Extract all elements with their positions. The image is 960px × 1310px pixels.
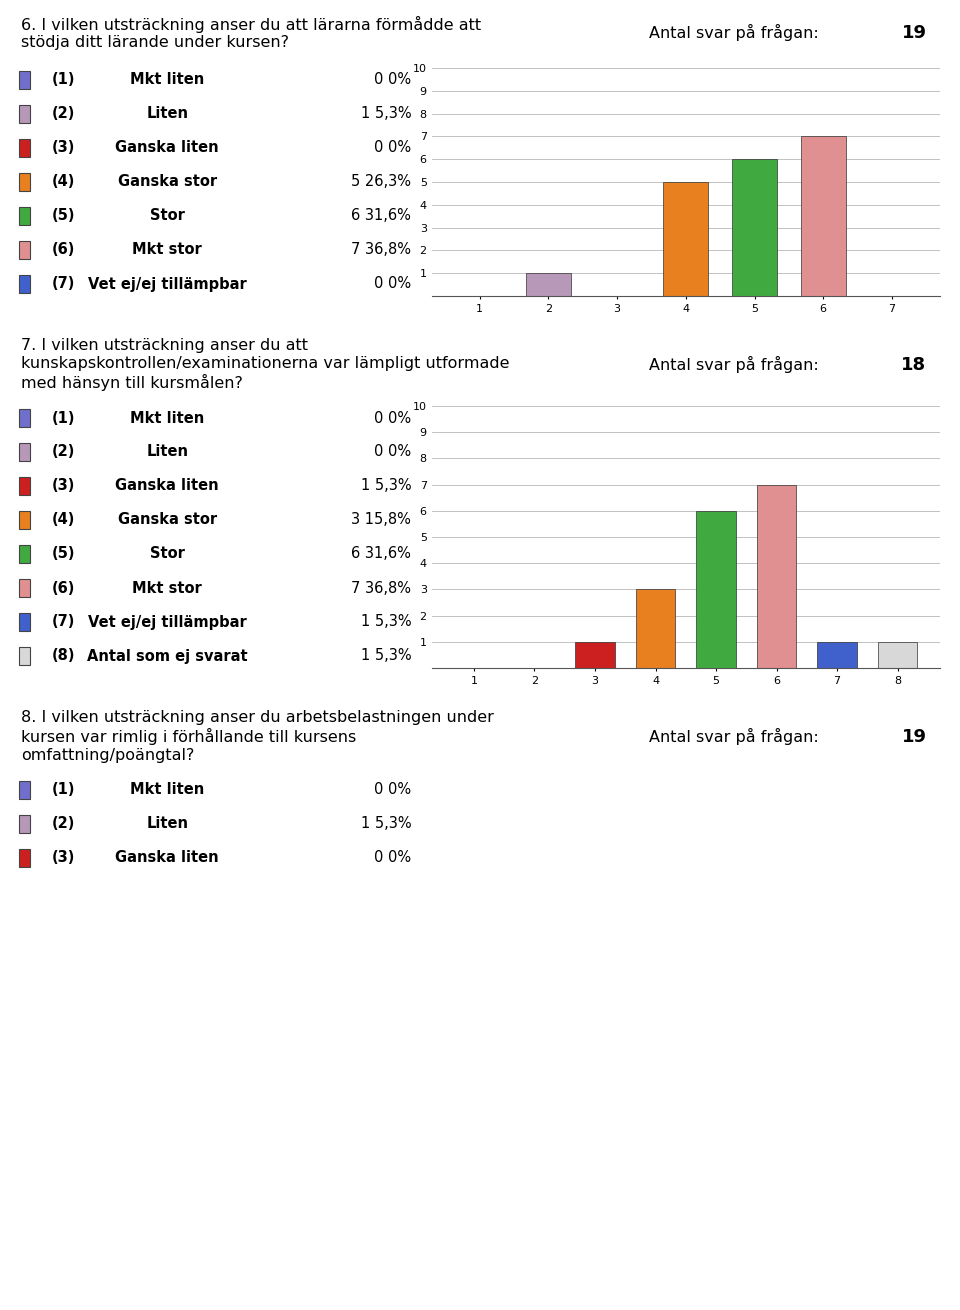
Text: 6 31,6%: 6 31,6%: [351, 546, 411, 562]
Text: (1): (1): [52, 782, 76, 798]
Text: Ganska liten: Ganska liten: [115, 478, 219, 494]
Text: (6): (6): [52, 242, 76, 258]
FancyBboxPatch shape: [19, 443, 30, 461]
Text: (2): (2): [52, 816, 76, 832]
Text: 7 36,8%: 7 36,8%: [351, 242, 411, 258]
Text: Mkt liten: Mkt liten: [130, 410, 204, 426]
FancyBboxPatch shape: [19, 579, 30, 597]
Text: Ganska stor: Ganska stor: [118, 512, 217, 528]
Text: Ganska liten: Ganska liten: [115, 140, 219, 156]
FancyBboxPatch shape: [19, 613, 30, 631]
Text: 8. I vilken utsträckning anser du arbetsbelastningen under
kursen var rimlig i f: 8. I vilken utsträckning anser du arbets…: [21, 710, 494, 762]
Bar: [732, 160, 777, 296]
Bar: [801, 136, 846, 296]
Bar: [575, 642, 614, 668]
FancyBboxPatch shape: [19, 815, 30, 833]
Text: (2): (2): [52, 444, 76, 460]
Text: (7): (7): [52, 614, 76, 630]
Text: 0 0%: 0 0%: [374, 276, 411, 292]
Text: Mkt stor: Mkt stor: [132, 242, 202, 258]
Text: Liten: Liten: [146, 444, 188, 460]
FancyBboxPatch shape: [19, 511, 30, 529]
Text: 18: 18: [901, 355, 926, 373]
Bar: [636, 590, 675, 668]
Text: Mkt liten: Mkt liten: [130, 782, 204, 798]
Text: 1 5,3%: 1 5,3%: [361, 478, 411, 494]
Bar: [878, 642, 918, 668]
Text: 0 0%: 0 0%: [374, 140, 411, 156]
FancyBboxPatch shape: [19, 241, 30, 259]
Text: Antal svar på frågan:: Antal svar på frågan:: [649, 356, 819, 373]
Text: 0 0%: 0 0%: [374, 850, 411, 866]
Text: 1 5,3%: 1 5,3%: [361, 614, 411, 630]
Text: (1): (1): [52, 72, 76, 88]
Text: 7 36,8%: 7 36,8%: [351, 580, 411, 596]
FancyBboxPatch shape: [19, 409, 30, 427]
Text: 0 0%: 0 0%: [374, 782, 411, 798]
FancyBboxPatch shape: [19, 207, 30, 225]
Text: Antal svar på frågan:: Antal svar på frågan:: [649, 25, 819, 42]
Bar: [526, 274, 571, 296]
Text: 19: 19: [901, 727, 926, 745]
Text: 7. I vilken utsträckning anser du att
kunskapskontrollen/examinationerna var läm: 7. I vilken utsträckning anser du att ku…: [21, 338, 510, 390]
FancyBboxPatch shape: [19, 477, 30, 495]
Text: Stor: Stor: [150, 208, 184, 224]
Text: (5): (5): [52, 208, 76, 224]
Text: (4): (4): [52, 512, 76, 528]
FancyBboxPatch shape: [19, 545, 30, 563]
Text: 0 0%: 0 0%: [374, 410, 411, 426]
Text: Liten: Liten: [146, 106, 188, 122]
FancyBboxPatch shape: [19, 275, 30, 293]
Text: Vet ej/ej tillämpbar: Vet ej/ej tillämpbar: [87, 276, 247, 292]
Text: (7): (7): [52, 276, 76, 292]
Text: 1 5,3%: 1 5,3%: [361, 648, 411, 663]
Bar: [756, 485, 796, 668]
Text: (6): (6): [52, 580, 76, 596]
Text: (5): (5): [52, 546, 76, 562]
Bar: [817, 642, 856, 668]
Text: (3): (3): [52, 478, 76, 494]
Bar: [663, 182, 708, 296]
Text: Vet ej/ej tillämpbar: Vet ej/ej tillämpbar: [87, 614, 247, 630]
FancyBboxPatch shape: [19, 105, 30, 123]
Text: (2): (2): [52, 106, 76, 122]
Text: Antal som ej svarat: Antal som ej svarat: [86, 648, 248, 663]
Text: Mkt stor: Mkt stor: [132, 580, 202, 596]
Text: 5 26,3%: 5 26,3%: [351, 174, 411, 190]
Text: (1): (1): [52, 410, 76, 426]
Text: 3 15,8%: 3 15,8%: [351, 512, 411, 528]
Text: Stor: Stor: [150, 546, 184, 562]
Text: (8): (8): [52, 648, 76, 663]
Text: 6. I vilken utsträckning anser du att lärarna förmådde att
stödja ditt lärande u: 6. I vilken utsträckning anser du att lä…: [21, 16, 481, 50]
Text: Antal svar på frågan:: Antal svar på frågan:: [649, 728, 819, 745]
Text: Liten: Liten: [146, 816, 188, 832]
Text: (4): (4): [52, 174, 76, 190]
Text: Ganska stor: Ganska stor: [118, 174, 217, 190]
FancyBboxPatch shape: [19, 647, 30, 665]
Text: 1 5,3%: 1 5,3%: [361, 816, 411, 832]
Text: 6 31,6%: 6 31,6%: [351, 208, 411, 224]
FancyBboxPatch shape: [19, 139, 30, 157]
Bar: [696, 511, 735, 668]
FancyBboxPatch shape: [19, 781, 30, 799]
Text: Mkt liten: Mkt liten: [130, 72, 204, 88]
Text: 0 0%: 0 0%: [374, 72, 411, 88]
Text: 19: 19: [901, 24, 926, 42]
FancyBboxPatch shape: [19, 849, 30, 867]
FancyBboxPatch shape: [19, 173, 30, 191]
Text: 1 5,3%: 1 5,3%: [361, 106, 411, 122]
Text: Ganska liten: Ganska liten: [115, 850, 219, 866]
FancyBboxPatch shape: [19, 71, 30, 89]
Text: 0 0%: 0 0%: [374, 444, 411, 460]
Text: (3): (3): [52, 140, 76, 156]
Text: (3): (3): [52, 850, 76, 866]
